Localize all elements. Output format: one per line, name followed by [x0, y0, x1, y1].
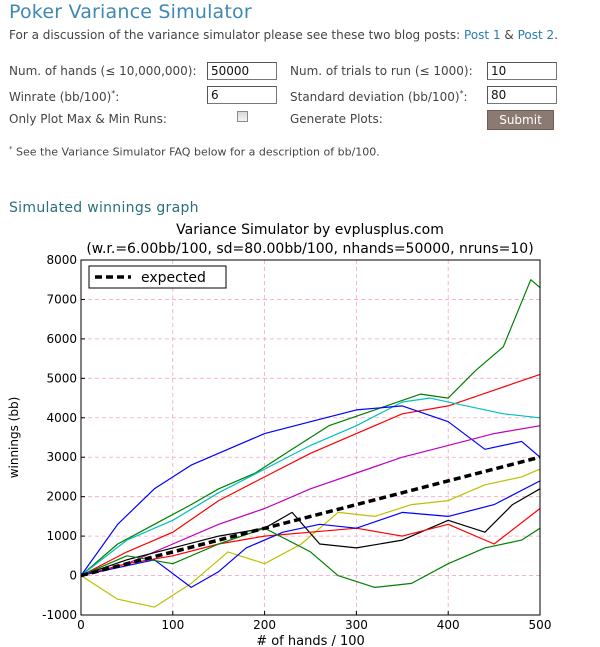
y-tick-label: 8000 — [46, 253, 77, 267]
hands-label: Num. of hands (≤ 10,000,000): — [9, 64, 197, 78]
submit-button[interactable]: Submit — [487, 110, 554, 130]
trials-input[interactable]: 10 — [487, 62, 557, 80]
y-tick-label: 6000 — [46, 332, 77, 346]
y-tick-label: -1000 — [42, 608, 77, 622]
x-axis-label: # of hands / 100 — [256, 634, 365, 647]
hands-input[interactable]: 50000 — [207, 62, 277, 80]
post-1-link[interactable]: Post 1 — [464, 28, 501, 42]
stddev-input[interactable]: 80 — [487, 86, 557, 104]
intro-text: For a discussion of the variance simulat… — [9, 28, 558, 42]
legend-expected-label: expected — [141, 270, 206, 286]
x-tick-label: 0 — [77, 618, 85, 632]
footnote-text: See the Variance Simulator FAQ below for… — [12, 145, 380, 159]
series-line — [80, 405, 541, 576]
winrate-label-text: Winrate (bb/100) — [9, 90, 112, 104]
series-lines — [80, 279, 541, 608]
x-tick-label: 100 — [161, 618, 184, 632]
y-axis-label: winnings (bb) — [7, 397, 21, 479]
page-title: Poker Variance Simulator — [9, 1, 252, 23]
series-line — [80, 373, 541, 577]
expected-line — [80, 455, 541, 578]
stddev-label: Standard deviation (bb/100)*: — [290, 89, 468, 104]
intro-end: . — [554, 28, 558, 42]
series-line — [80, 279, 541, 577]
winrate-footnote-mark: * — [111, 89, 116, 98]
chart-subtitle: (w.r.=6.00bb/100, sd=80.00bb/100, nhands… — [86, 241, 533, 257]
x-tick-label: 500 — [529, 618, 552, 632]
axis-ticks: 0 100 200 300 400 500-10000100020003000400050… — [42, 253, 551, 632]
stddev-footnote-mark: * — [459, 89, 464, 98]
trials-label: Num. of trials to run (≤ 1000): — [290, 64, 473, 78]
minmax-label: Only Plot Max & Min Runs: — [9, 112, 167, 126]
link-separator: & — [500, 28, 518, 42]
winrate-input[interactable]: 6 — [207, 86, 277, 104]
footnote: * See the Variance Simulator FAQ below f… — [9, 145, 380, 159]
stddev-label-text: Standard deviation (bb/100) — [290, 90, 460, 104]
chart-title: Variance Simulator by evplusplus.com — [176, 222, 444, 238]
x-tick-label: 200 — [253, 618, 276, 632]
x-tick-label: 400 — [437, 618, 460, 632]
section-title: Simulated winnings graph — [9, 200, 199, 216]
x-tick-label: 300 — [345, 618, 368, 632]
series-line — [80, 508, 541, 577]
series-line — [80, 425, 541, 577]
legend-box — [88, 265, 227, 289]
y-tick-label: 4000 — [46, 411, 77, 425]
winrate-label: Winrate (bb/100)*: — [9, 89, 120, 104]
series-line — [80, 468, 541, 608]
y-tick-label: 5000 — [46, 371, 77, 385]
footnote-mark: * — [9, 145, 13, 153]
series-line — [80, 480, 541, 588]
series-line — [80, 397, 541, 577]
winnings-chart: Variance Simulator by evplusplus.com (w.… — [7, 222, 551, 647]
plots-label: Generate Plots: — [290, 112, 383, 126]
post-2-link[interactable]: Post 2 — [517, 28, 555, 42]
minmax-checkbox[interactable] — [237, 111, 248, 122]
chart-legend: expected — [88, 265, 227, 289]
intro-prefix: For a discussion of the variance simulat… — [9, 28, 465, 42]
y-tick-label: 7000 — [46, 292, 77, 306]
y-tick-label: 1000 — [46, 529, 77, 543]
series-line — [80, 527, 541, 588]
y-tick-label: 2000 — [46, 490, 77, 504]
plot-frame — [80, 259, 541, 616]
series-line — [80, 488, 541, 577]
y-tick-label: 0 — [69, 569, 77, 583]
y-tick-label: 3000 — [46, 450, 77, 464]
